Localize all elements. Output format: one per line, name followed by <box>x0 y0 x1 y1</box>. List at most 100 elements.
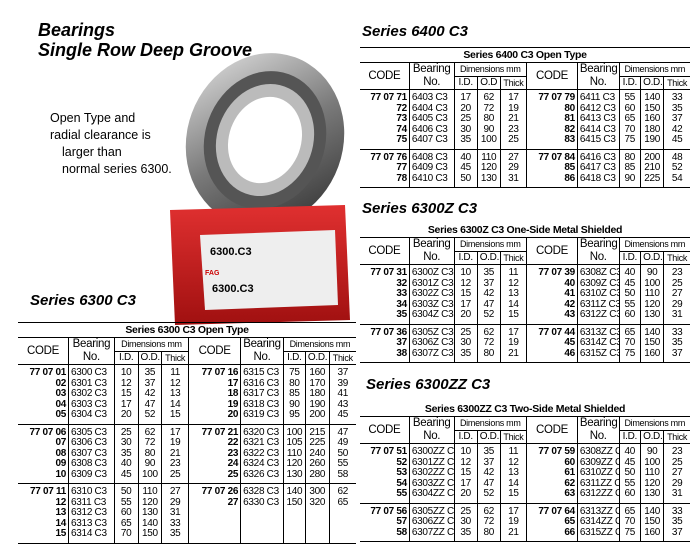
outer-diameter: 35 <box>477 264 501 279</box>
outer-diameter: 42 <box>138 389 163 400</box>
outer-diameter: 130 <box>477 173 501 188</box>
bearing-no: 6408 C3 <box>409 149 455 163</box>
code: 60 <box>526 457 578 468</box>
col-header-id: I.D. <box>283 351 306 365</box>
inner-diameter: 17 <box>114 399 139 410</box>
thickness: 13 <box>500 289 528 300</box>
thickness: 31 <box>500 173 528 188</box>
col-header-od: O.D. <box>640 251 665 265</box>
bearing-no: 6412 C3 <box>577 103 620 114</box>
outer-diameter: 35 <box>138 364 163 379</box>
code: 66 <box>526 527 578 542</box>
thickness: 19 <box>500 103 528 114</box>
inner-diameter: 100 <box>283 424 306 438</box>
outer-diameter: 100 <box>640 278 665 289</box>
code: 22 <box>188 438 242 449</box>
bearing-no: 6305 C3 <box>68 424 115 438</box>
inner-diameter: 17 <box>454 89 478 104</box>
no-label: No. <box>589 76 607 88</box>
bearing-no: 6312ZZ C3 <box>577 489 620 503</box>
outer-diameter: 37 <box>477 278 501 289</box>
outer-diameter: 120 <box>138 497 163 508</box>
no-label: No. <box>82 351 100 363</box>
bearing-no: 6306Z C3 <box>409 338 455 349</box>
col-header-code: CODE <box>526 416 578 444</box>
bearing-label: Bearing <box>412 238 451 250</box>
inner-diameter: 17 <box>454 478 478 489</box>
outer-diameter: 90 <box>477 124 501 135</box>
thickness: 35 <box>671 517 683 527</box>
outer-diameter: 225 <box>640 173 665 188</box>
empty-cell <box>188 529 242 543</box>
bearing-no: 6407 C3 <box>409 135 455 149</box>
thickness: 43 <box>337 399 349 410</box>
bearing-no: 6308 C3 <box>68 459 115 470</box>
code: 25 <box>188 469 242 484</box>
thickness: 37 <box>337 367 349 378</box>
code: 77 07 11 <box>18 483 70 498</box>
outer-diameter: 140 <box>138 518 163 529</box>
table-row: 77 07 36 6305Z C3 25 62 17 77 07 44 6313Z C3 65… <box>360 324 690 338</box>
bearing-product-image: 6300.C3 6300.C3 FAG <box>170 53 350 325</box>
outer-diameter: 37 <box>477 457 501 468</box>
bearing-no: 6404 C3 <box>409 103 455 114</box>
col-header-code: CODE <box>360 237 410 265</box>
thickness: 13 <box>500 468 528 479</box>
thickness: 31 <box>671 310 683 320</box>
inner-diameter: 110 <box>283 448 306 459</box>
outer-diameter: 42 <box>477 468 501 479</box>
outer-diameter: 200 <box>305 410 330 424</box>
bearing-no: 6304ZZ C3 <box>409 489 455 503</box>
code: 77 07 56 <box>360 503 410 517</box>
code: 77 07 84 <box>526 149 578 163</box>
inner-diameter: 45 <box>454 163 478 174</box>
table-row: 02 6301 C3 12 37 12 17 6316 C3 80 170 39 <box>18 378 356 389</box>
bearing-no: 6313ZZ C3 <box>577 503 620 517</box>
inner-diameter: 40 <box>619 264 642 279</box>
empty-cell <box>240 508 284 519</box>
bearing-no: 6413 C3 <box>577 114 620 125</box>
code: 05 <box>18 410 70 424</box>
code: 08 <box>18 448 70 459</box>
table-row: 77 07 71 6403 C3 17 62 17 77 07 79 6411 C3 55 14… <box>360 89 690 104</box>
inner-diameter: 40 <box>454 149 478 163</box>
inner-diameter: 85 <box>283 389 306 400</box>
outer-diameter: 110 <box>477 149 501 163</box>
col-header-od: O.D. <box>477 251 501 265</box>
bearing-no: 6309ZZ C3 <box>577 457 620 468</box>
code: 19 <box>188 399 242 410</box>
inner-diameter: 60 <box>619 489 642 503</box>
bearing-no: 6309 C3 <box>68 469 115 484</box>
thickness: 31 <box>671 489 683 499</box>
code: 46 <box>526 348 578 363</box>
thickness: 49 <box>337 438 349 448</box>
inner-diameter: 50 <box>114 483 139 498</box>
inner-diameter: 35 <box>454 135 478 149</box>
col-header-dimensions: Dimensions mm <box>619 62 690 77</box>
inner-diameter: 75 <box>619 527 642 542</box>
bearing-no: 6417 C3 <box>577 163 620 174</box>
bearing-no: 6322 C3 <box>240 448 284 459</box>
col-header-dimensions: Dimensions mm <box>454 416 528 431</box>
col-header-code: CODE <box>360 62 410 90</box>
series-heading: Series 6300Z C3 <box>362 200 478 217</box>
col-header-bearing: Bearing No. <box>68 337 115 365</box>
bearing-label: Bearing <box>412 63 451 75</box>
inner-diameter: 70 <box>619 338 642 349</box>
no-label: No. <box>253 351 271 363</box>
code: 85 <box>526 163 578 174</box>
bearing-no: 6411 C3 <box>577 89 620 104</box>
inner-diameter: 55 <box>619 299 642 310</box>
col-header-bearing: Bearing No. <box>409 237 455 265</box>
thickness: 23 <box>500 124 528 135</box>
outer-diameter: 52 <box>477 489 501 503</box>
empty-cell <box>305 508 330 519</box>
table-row: 10 6309 C3 45 100 25 25 6326 C3 130 280 58 <box>18 469 356 484</box>
code: 38 <box>360 348 410 363</box>
code: 77 07 79 <box>526 89 578 104</box>
col-header-thick: Thick <box>500 430 528 444</box>
col-header-bearing: Bearing No. <box>577 62 620 90</box>
bearing-no: 6418 C3 <box>577 173 620 188</box>
inner-diameter: 15 <box>114 389 139 400</box>
thickness: 21 <box>161 448 190 459</box>
